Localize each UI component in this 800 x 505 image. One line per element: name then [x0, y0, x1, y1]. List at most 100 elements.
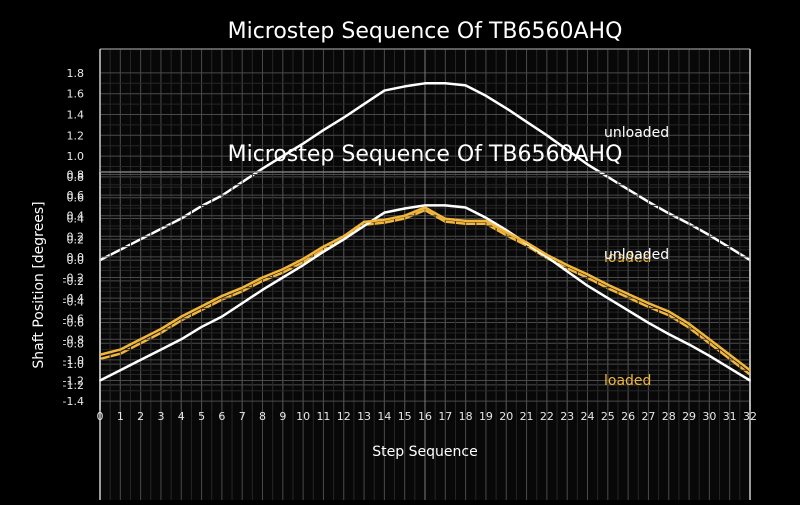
- data-point-unloaded: [444, 204, 447, 207]
- data-point-unloaded: [667, 333, 670, 335]
- data-point-unloaded: [485, 216, 487, 219]
- data-point-loaded: [139, 338, 142, 341]
- data-point-unloaded: [688, 343, 690, 346]
- data-point-loaded: [708, 338, 711, 341]
- y-tick-label: -0.4: [63, 296, 84, 309]
- data-point-loaded: [688, 323, 690, 325]
- data-point-loaded: [647, 302, 650, 305]
- data-point-unloaded: [708, 354, 711, 357]
- data-point-unloaded: [180, 338, 183, 341]
- data-point-unloaded: [607, 297, 609, 299]
- y-tick-label: 0.0: [67, 254, 85, 267]
- data-point-unloaded: [566, 270, 568, 273]
- chart-title-back: Microstep Sequence Of TB6560AHQ: [228, 19, 623, 44]
- y-tick-label: 0.8: [67, 169, 85, 182]
- data-point-loaded: [566, 264, 568, 266]
- y-tick-label: -1.2: [63, 379, 84, 392]
- data-point-loaded: [728, 353, 731, 356]
- x-tick-label: 21: [520, 410, 534, 423]
- x-tick-label: 25: [601, 410, 615, 423]
- data-point-unloaded: [302, 142, 304, 145]
- data-point-unloaded: [383, 89, 386, 92]
- chart-title-front: Microstep Sequence Of TB6560AHQ: [228, 142, 623, 167]
- data-point-loaded: [160, 328, 162, 330]
- data-point-unloaded: [749, 379, 751, 382]
- y-tick-label: -0.8: [63, 333, 84, 346]
- data-point-loaded: [221, 295, 223, 297]
- data-point-loaded: [667, 310, 670, 313]
- data-point-unloaded: [342, 116, 345, 119]
- x-tick-label: 5: [198, 410, 205, 423]
- data-point-unloaded: [424, 82, 426, 85]
- series-label-unloaded: unloaded: [604, 125, 669, 141]
- x-tick-label: 18: [459, 410, 473, 423]
- data-point-loaded: [180, 315, 183, 318]
- data-point-unloaded: [302, 264, 304, 266]
- y-tick-label: 0.2: [67, 233, 85, 246]
- data-point-unloaded: [282, 276, 284, 279]
- data-point-loaded: [749, 369, 751, 372]
- y-tick-label: -0.6: [63, 317, 84, 330]
- y-tick-label: 0.0: [67, 251, 85, 264]
- data-point-unloaded: [383, 211, 386, 214]
- y-tick-label: -0.8: [63, 337, 84, 350]
- data-point-loaded: [505, 231, 508, 233]
- y-tick-label: -1.4: [63, 395, 84, 408]
- y-tick-label: 0.6: [67, 192, 85, 205]
- x-tick-label: 2: [137, 410, 144, 423]
- data-point-unloaded: [485, 94, 487, 97]
- data-point-unloaded: [627, 309, 629, 312]
- data-point-loaded: [403, 214, 406, 217]
- x-tick-label: 31: [723, 410, 737, 423]
- x-tick-label: 15: [398, 410, 412, 423]
- y-tick-label: -0.4: [63, 292, 84, 305]
- data-point-loaded: [261, 276, 264, 279]
- x-tick-label: 8: [259, 410, 266, 423]
- data-point-loaded: [586, 273, 589, 276]
- y-tick-label: 1.0: [67, 150, 85, 163]
- data-point-unloaded: [505, 107, 508, 110]
- data-point-unloaded: [119, 369, 122, 372]
- data-point-unloaded: [403, 207, 406, 210]
- x-tick-label: 29: [682, 410, 696, 423]
- data-point-unloaded: [342, 238, 345, 241]
- y-tick-label: -0.2: [63, 275, 84, 288]
- x-tick-label: 20: [499, 410, 513, 423]
- data-point-unloaded: [139, 359, 142, 361]
- data-point-unloaded: [464, 84, 467, 87]
- data-point-loaded: [444, 217, 447, 220]
- y-tick-label: -1.0: [63, 354, 84, 367]
- data-point-loaded: [282, 268, 284, 271]
- data-point-unloaded: [160, 348, 162, 351]
- data-point-loaded: [200, 305, 203, 308]
- y-tick-label: 0.4: [67, 213, 85, 226]
- data-point-unloaded: [99, 379, 101, 382]
- data-point-unloaded: [363, 225, 365, 227]
- data-point-unloaded: [505, 229, 508, 231]
- y-tick-label: -1.0: [63, 358, 84, 371]
- chart-panel-front: -1.4 -1.2 -1.0 -0.8 -0.6 -0.4 -0.2 0.0 0.2 0.4 0.6…: [31, 142, 757, 460]
- y-tick-label: 0.8: [67, 171, 85, 184]
- data-point-loaded: [99, 353, 101, 356]
- data-point-loaded: [241, 287, 243, 289]
- y-tick-label: 1.4: [67, 109, 85, 122]
- data-point-unloaded: [444, 82, 447, 85]
- data-point-loaded: [363, 221, 365, 223]
- y-tick-label: -1.2: [63, 375, 84, 388]
- y-tick-label: -0.6: [63, 313, 84, 326]
- data-point-unloaded: [728, 367, 731, 369]
- y-tick-label: 1.6: [67, 88, 85, 101]
- x-tick-label: 14: [377, 410, 391, 423]
- data-point-loaded: [342, 235, 345, 238]
- x-tick-label: 16: [418, 410, 432, 423]
- y-tick-label: 1.8: [67, 67, 85, 80]
- x-tick-label: 13: [357, 410, 371, 423]
- x-tick-label: 23: [560, 410, 574, 423]
- data-point-loaded: [485, 220, 487, 222]
- data-point-loaded: [464, 220, 467, 222]
- y-tick-label: -0.2: [63, 272, 84, 285]
- data-point-unloaded: [586, 163, 589, 166]
- data-point-unloaded: [261, 167, 264, 170]
